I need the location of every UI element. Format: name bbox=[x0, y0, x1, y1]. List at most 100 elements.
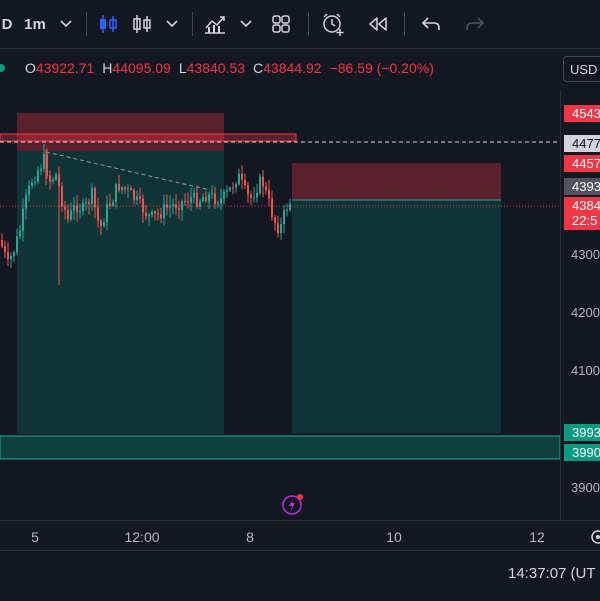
time-label: 12:00 bbox=[124, 529, 160, 545]
currency-button[interactable]: USD bbox=[563, 56, 600, 82]
candle-body bbox=[217, 203, 219, 205]
high-label: H bbox=[102, 60, 113, 76]
candle-body bbox=[40, 168, 42, 171]
chart-pane[interactable] bbox=[0, 90, 560, 520]
stop-loss-zone[interactable] bbox=[17, 113, 224, 151]
candle-body bbox=[97, 207, 99, 221]
candle-body bbox=[271, 198, 273, 218]
candle-body bbox=[22, 208, 24, 231]
last-price-value: 4384 bbox=[572, 198, 600, 213]
candle-body bbox=[67, 209, 69, 220]
candle-body bbox=[139, 196, 141, 199]
candle-body bbox=[253, 197, 255, 199]
candle-body bbox=[10, 256, 12, 260]
candle-body bbox=[109, 203, 111, 206]
candle-body bbox=[103, 222, 105, 227]
candle-body bbox=[106, 203, 108, 223]
alarm-add-icon[interactable] bbox=[318, 0, 348, 48]
stop-loss-zone[interactable] bbox=[292, 163, 501, 200]
candle-body bbox=[136, 196, 138, 200]
candle-body bbox=[169, 205, 171, 208]
candle-body bbox=[1, 240, 3, 247]
candle-body bbox=[193, 192, 195, 198]
status-dot bbox=[0, 64, 5, 72]
candle-body bbox=[211, 193, 213, 195]
indicators-icon[interactable] bbox=[202, 0, 228, 48]
bottom-bar: 14:37:07 (UT bbox=[0, 550, 600, 601]
candle-body bbox=[256, 192, 258, 198]
candle-body bbox=[166, 204, 168, 208]
candle-body bbox=[76, 205, 78, 213]
redo-icon[interactable] bbox=[462, 0, 488, 48]
stop-price-badge: 4543 bbox=[564, 105, 600, 122]
candle-body bbox=[142, 198, 144, 213]
candle-body bbox=[100, 220, 102, 227]
chart-canvas[interactable] bbox=[0, 90, 560, 520]
candle-body bbox=[205, 197, 207, 202]
time-axis[interactable]: 5 12:00 8 10 12 bbox=[0, 520, 600, 551]
candle-body bbox=[115, 184, 117, 203]
time-label: 12 bbox=[529, 529, 545, 545]
toolbar-divider bbox=[192, 12, 193, 36]
trend-line[interactable] bbox=[45, 151, 211, 191]
open-value: 43922.71 bbox=[35, 60, 95, 76]
chevron-down-icon[interactable] bbox=[162, 0, 182, 48]
bars-style-icon[interactable] bbox=[130, 0, 154, 48]
candles-icon[interactable] bbox=[96, 0, 120, 48]
candle-body bbox=[151, 211, 153, 215]
clock-timezone[interactable]: 14:37:07 (UT bbox=[508, 565, 596, 582]
take-profit-zone[interactable] bbox=[292, 200, 501, 433]
interval-button[interactable]: 1m bbox=[24, 15, 46, 33]
candle-body bbox=[196, 192, 198, 207]
price-label: 4100 bbox=[571, 363, 600, 378]
high-value: 44095.09 bbox=[112, 60, 171, 76]
candle-body bbox=[154, 211, 156, 214]
candle-body bbox=[241, 173, 243, 180]
lightning-icon[interactable] bbox=[281, 492, 305, 516]
support-zone[interactable] bbox=[0, 435, 560, 460]
candle-body bbox=[94, 188, 96, 208]
chevron-down-icon[interactable] bbox=[236, 0, 256, 48]
candle-body bbox=[223, 191, 225, 199]
candle-body bbox=[280, 224, 282, 234]
candle-body bbox=[133, 189, 135, 200]
candle-body bbox=[13, 252, 15, 257]
chevron-down-icon[interactable] bbox=[56, 0, 76, 48]
close-label: C bbox=[253, 60, 264, 76]
candle-body bbox=[238, 173, 240, 185]
price-range-zone[interactable] bbox=[0, 133, 297, 142]
candle-body bbox=[127, 188, 129, 190]
candle-body bbox=[157, 213, 159, 215]
candle-body bbox=[277, 222, 279, 234]
low-value: 43840.53 bbox=[186, 60, 246, 76]
candle-body bbox=[172, 204, 174, 206]
candle-body bbox=[46, 154, 48, 176]
candle-body bbox=[190, 197, 192, 203]
candle-body bbox=[28, 185, 30, 195]
candle-body bbox=[64, 206, 66, 210]
candle-body bbox=[178, 208, 180, 210]
price-label: 4300 bbox=[571, 247, 600, 262]
candle-body bbox=[148, 214, 150, 217]
price-scale[interactable]: 4300 4200 4100 3900 4543 4477 4457 4393 … bbox=[560, 90, 600, 520]
settings-icon[interactable] bbox=[588, 527, 600, 547]
time-label: 5 bbox=[31, 529, 39, 545]
candle-body bbox=[88, 202, 90, 204]
candle-body bbox=[55, 174, 57, 180]
undo-icon[interactable] bbox=[418, 0, 444, 48]
candle-body bbox=[85, 202, 87, 204]
toolbar-divider bbox=[404, 12, 405, 36]
candle-body bbox=[112, 202, 114, 206]
layout-grid-icon[interactable] bbox=[268, 0, 294, 48]
candle-body bbox=[49, 175, 51, 182]
candle-body bbox=[175, 204, 177, 209]
candle-body bbox=[118, 184, 120, 191]
candle-body bbox=[220, 198, 222, 204]
take-profit-zone[interactable] bbox=[17, 151, 224, 434]
entry-price-badge: 4393 bbox=[564, 178, 600, 195]
replay-icon[interactable] bbox=[364, 0, 392, 48]
candle-body bbox=[268, 190, 270, 199]
candle-body bbox=[124, 187, 126, 190]
symbol-name[interactable]: D bbox=[1, 15, 13, 33]
candle-body bbox=[202, 197, 204, 202]
